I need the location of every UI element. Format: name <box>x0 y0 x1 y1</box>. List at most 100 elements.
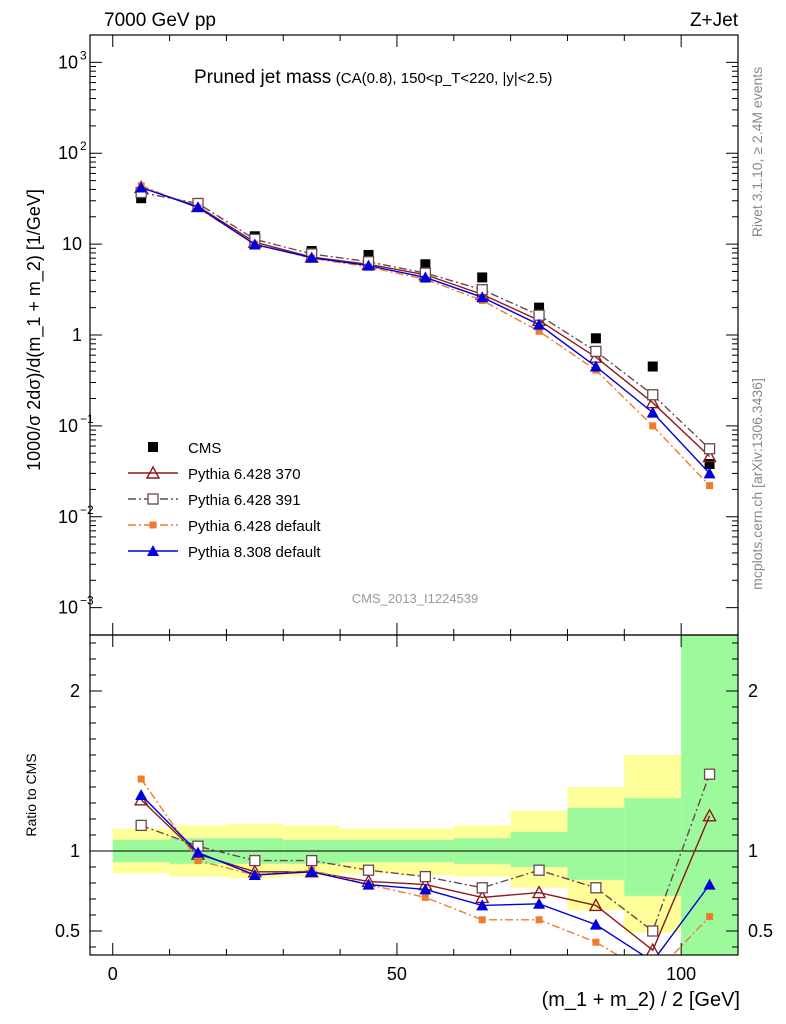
data-point-marker <box>306 854 318 867</box>
data-point-marker <box>477 272 488 283</box>
series-line <box>140 186 711 458</box>
plot-title-main: Pruned jet mass <box>194 67 331 88</box>
x-tick-label: 0 <box>108 964 118 984</box>
x-tick-label: 50 <box>387 964 407 984</box>
data-point-marker <box>149 521 157 529</box>
data-point-marker <box>535 916 543 924</box>
data-point-marker <box>533 864 545 876</box>
data-point-marker <box>589 918 602 930</box>
y-tick-label: 10 <box>58 598 78 618</box>
legend-item: Pythia 6.428 391 <box>128 492 301 509</box>
data-point-marker <box>248 238 261 250</box>
legend-label: Pythia 6.428 370 <box>188 466 301 483</box>
data-point-marker <box>419 271 432 283</box>
data-point-marker <box>476 899 489 911</box>
inner-band-bin <box>567 807 625 880</box>
data-point-marker <box>647 925 659 937</box>
series-pythia-8-308-default <box>135 181 716 479</box>
ratio-series-group <box>133 768 717 955</box>
data-point-marker <box>147 545 159 556</box>
data-point-marker <box>147 493 159 505</box>
series-cms <box>136 193 715 470</box>
ratio-uncertainty-bands <box>112 635 738 955</box>
ratio-y-tick-label: 2 <box>70 681 80 701</box>
data-point-marker <box>706 913 714 921</box>
data-point-marker <box>702 808 717 822</box>
series-pythia-6-428-default <box>137 182 714 490</box>
legend-item: Pythia 6.428 370 <box>128 465 301 483</box>
data-point-marker <box>590 333 601 344</box>
y-tick-label: 10 <box>58 507 78 527</box>
data-point-marker <box>421 893 429 901</box>
data-point-marker <box>531 885 547 899</box>
data-point-marker <box>703 443 716 455</box>
ratio-y-tick-label-right: 1 <box>748 841 758 861</box>
y-tick-label: 10 <box>58 143 78 163</box>
data-point-marker <box>647 389 659 401</box>
plot-title: Pruned jet mass (CA(0.8), 150<p_T<220, |… <box>194 67 552 88</box>
data-point-marker <box>419 870 432 883</box>
data-point-marker <box>305 865 318 877</box>
data-point-marker <box>533 318 546 330</box>
legend-item: CMS <box>148 440 221 457</box>
data-point-marker <box>533 897 546 909</box>
data-point-marker <box>148 442 158 452</box>
main-y-axis-title: 1000/σ 2dσ)/d(m_1 + m_2) [1/GeV] <box>24 189 45 471</box>
data-point-marker <box>646 942 660 955</box>
data-point-marker <box>420 259 431 270</box>
data-point-marker <box>703 467 716 479</box>
data-point-marker <box>136 193 147 204</box>
data-point-marker <box>249 854 261 867</box>
legend-label: Pythia 8.308 default <box>188 544 321 561</box>
data-point-marker <box>135 181 148 193</box>
y-tick-label: 10 <box>58 416 78 436</box>
data-point-marker <box>478 916 486 924</box>
y-tick-label: 10 <box>62 234 82 254</box>
data-point-marker <box>589 360 602 372</box>
legend-item: Pythia 8.308 default <box>128 544 321 561</box>
series-pythia-8-308-default <box>135 789 716 955</box>
data-point-marker <box>362 864 375 876</box>
data-point-marker <box>704 459 715 470</box>
legend-label: Pythia 6.428 default <box>188 518 321 535</box>
y-tick-label: 1 <box>72 325 82 345</box>
ratio-y-tick-label-right: 0.5 <box>748 921 773 941</box>
data-point-marker <box>135 789 148 800</box>
data-point-marker <box>476 291 489 303</box>
data-point-marker <box>646 406 659 418</box>
data-point-marker <box>534 302 545 313</box>
data-point-marker <box>649 422 657 430</box>
header-collision: 7000 GeV pp <box>104 10 216 31</box>
legend: CMS Pythia 6.428 370 Pythia 6.428 391 Pythi… <box>128 440 321 561</box>
data-point-marker <box>363 249 374 260</box>
y-tick-exponent: −1 <box>80 412 94 426</box>
inner-band-bin <box>681 635 738 955</box>
data-point-marker <box>706 482 714 490</box>
header-process: Z+Jet <box>690 10 739 31</box>
series-line <box>141 191 711 450</box>
ratio-y-tick-label: 0.5 <box>55 921 80 941</box>
data-point-marker <box>535 327 543 335</box>
data-point-marker <box>362 878 375 890</box>
data-point-marker <box>192 846 204 858</box>
y-tick-exponent: −3 <box>80 594 94 608</box>
data-point-marker <box>192 201 204 213</box>
data-point-marker <box>476 882 488 894</box>
data-point-marker <box>145 465 161 479</box>
series-pythia-6-428-391 <box>135 186 716 455</box>
data-point-marker <box>137 775 145 783</box>
x-tick-label: 100 <box>666 964 696 984</box>
data-point-marker <box>703 768 716 780</box>
legend-label: Pythia 6.428 391 <box>188 492 301 509</box>
data-point-marker <box>647 361 658 372</box>
data-point-marker <box>588 897 604 912</box>
ratio-y-axis-title: Ratio to CMS <box>23 753 39 836</box>
data-point-marker <box>248 869 261 880</box>
data-point-marker <box>305 251 318 263</box>
series-pythia-6-428-391 <box>135 768 716 937</box>
y-tick-exponent: −2 <box>80 503 94 517</box>
data-point-marker <box>703 878 716 890</box>
data-point-marker <box>419 883 432 895</box>
